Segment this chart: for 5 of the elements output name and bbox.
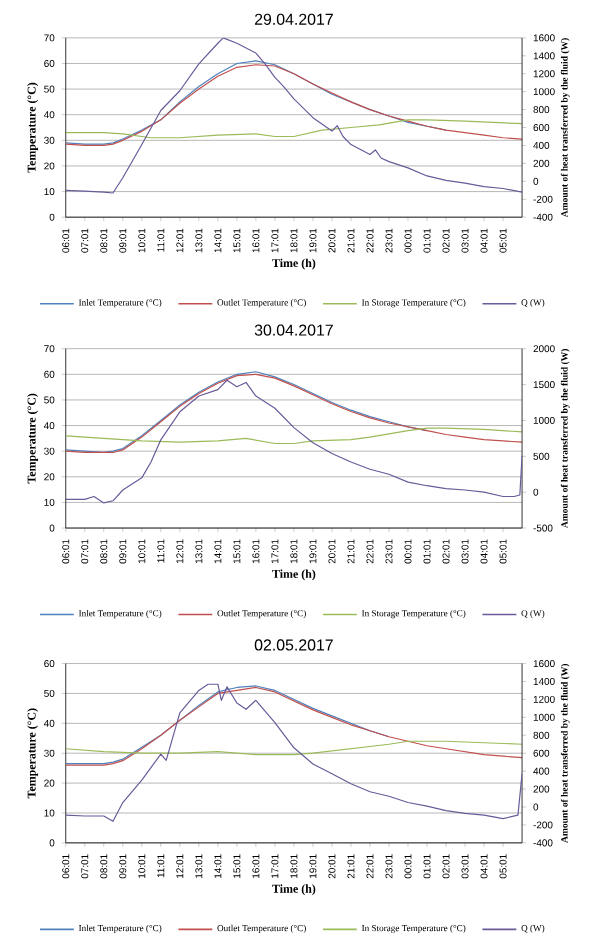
line-series (65, 683, 523, 822)
line-series (65, 119, 523, 139)
line-series (65, 37, 523, 194)
line-series (65, 427, 523, 445)
line-series (65, 379, 523, 504)
